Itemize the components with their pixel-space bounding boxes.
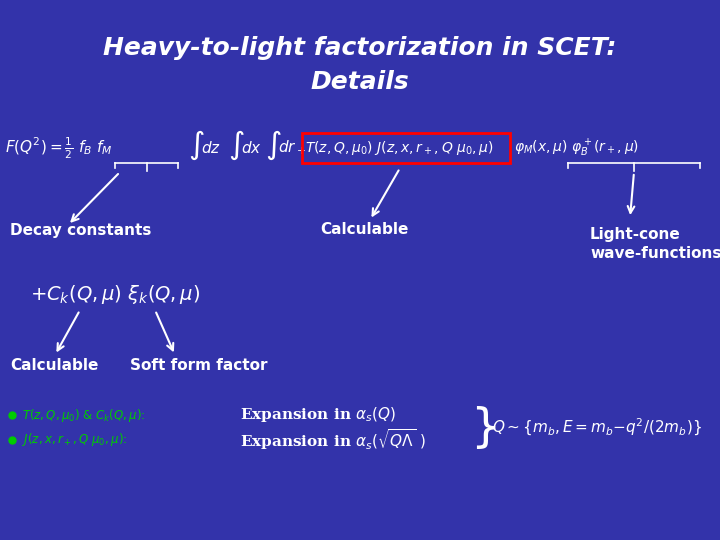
Text: $dx$: $dx$	[241, 140, 262, 156]
Text: $F(Q^2) = \frac{1}{2}\ f_B\ f_M$: $F(Q^2) = \frac{1}{2}\ f_B\ f_M$	[5, 135, 113, 161]
Text: $+ C_k(Q,\mu)\ \xi_k(Q,\mu)$: $+ C_k(Q,\mu)\ \xi_k(Q,\mu)$	[30, 284, 200, 307]
Text: Heavy-to-light factorization in SCET:: Heavy-to-light factorization in SCET:	[103, 36, 617, 60]
Text: $\int$: $\int$	[188, 129, 204, 161]
Text: $dz$: $dz$	[201, 140, 221, 156]
Text: Expansion in $\alpha_s(\sqrt{Q\Lambda}\ )$: Expansion in $\alpha_s(\sqrt{Q\Lambda}\ …	[240, 428, 426, 453]
Text: Soft form factor: Soft form factor	[130, 357, 268, 373]
Text: Calculable: Calculable	[10, 357, 99, 373]
Text: Decay constants: Decay constants	[10, 222, 151, 238]
Text: $Q \sim \{m_b, E{=}m_b{-}q^2/(2m_b)\}$: $Q \sim \{m_b, E{=}m_b{-}q^2/(2m_b)\}$	[492, 417, 702, 438]
Text: $\int$: $\int$	[265, 129, 282, 161]
Bar	[302, 133, 510, 163]
Text: $\}$: $\}$	[470, 404, 496, 451]
Text: Details: Details	[310, 70, 410, 94]
Text: Expansion in $\alpha_s(Q)$: Expansion in $\alpha_s(Q)$	[240, 406, 396, 424]
Text: Calculable: Calculable	[320, 222, 408, 238]
Text: Light-cone: Light-cone	[590, 227, 680, 242]
Text: wave-functions: wave-functions	[590, 246, 720, 260]
Text: $T(z,Q,\mu_0)$ & $C_k(Q,\mu)$:: $T(z,Q,\mu_0)$ & $C_k(Q,\mu)$:	[22, 407, 145, 423]
Text: $\int$: $\int$	[228, 129, 245, 161]
Text: $\varphi_M(x,\mu)\ \varphi_B^+(r_+,\mu)$: $\varphi_M(x,\mu)\ \varphi_B^+(r_+,\mu)$	[514, 137, 639, 159]
Text: $J(z,x,r_+,Q\ \mu_0,\mu)$:: $J(z,x,r_+,Q\ \mu_0,\mu)$:	[22, 431, 127, 449]
Text: $T(z,Q,\mu_0)\ J(z,x,r_+,Q\ \mu_0,\mu)$: $T(z,Q,\mu_0)\ J(z,x,r_+,Q\ \mu_0,\mu)$	[305, 139, 494, 157]
Text: $dr_+$: $dr_+$	[278, 139, 306, 157]
